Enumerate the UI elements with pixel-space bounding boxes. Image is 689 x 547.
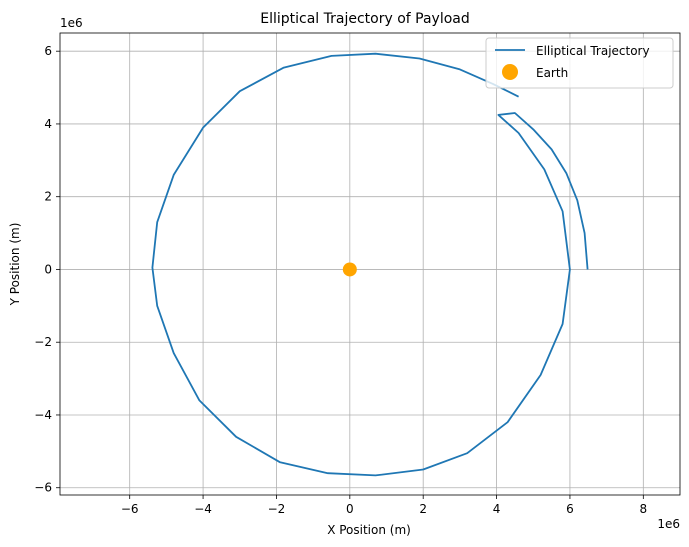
x-tick-label: 2: [419, 502, 427, 516]
y-tick-label: 2: [44, 190, 52, 204]
x-tick-label: 4: [493, 502, 501, 516]
chart-title: Elliptical Trajectory of Payload: [260, 11, 470, 27]
legend-box: [485, 37, 674, 89]
x-tick-label: 6: [566, 502, 574, 516]
y-tick-label: 0: [44, 262, 52, 276]
x-tick-label: −2: [268, 502, 286, 516]
trajectory-line: [151, 52, 589, 477]
legend-earth-label: Earth: [536, 66, 568, 80]
x-tick-label: 8: [639, 502, 647, 516]
legend-trajectory-label: Elliptical Trajectory: [536, 44, 650, 58]
earth-point: [342, 262, 357, 277]
x-tick-label: 0: [346, 502, 354, 516]
plot-frame: [59, 32, 681, 496]
y-offset-text: 1e6: [60, 16, 83, 30]
legend-earth-swatch: [502, 64, 518, 80]
axis-ticks: −6 −4 −2 0 2 4 6 8 −6 −4 −2 0 2 4 6: [34, 44, 647, 516]
y-tick-label: 6: [44, 44, 52, 58]
y-tick-label: 4: [44, 117, 52, 131]
legend: Elliptical Trajectory Earth: [485, 37, 674, 89]
plot-marks: [151, 52, 589, 477]
x-tick-label: −6: [121, 502, 139, 516]
x-offset-text: 1e6: [657, 517, 680, 531]
x-axis-label: X Position (m): [327, 523, 411, 537]
y-tick-label: −6: [34, 481, 52, 495]
x-tick-label: −4: [194, 502, 212, 516]
y-tick-label: −2: [34, 335, 52, 349]
y-tick-label: −4: [34, 408, 52, 422]
y-axis-label: Y Position (m): [8, 223, 22, 307]
